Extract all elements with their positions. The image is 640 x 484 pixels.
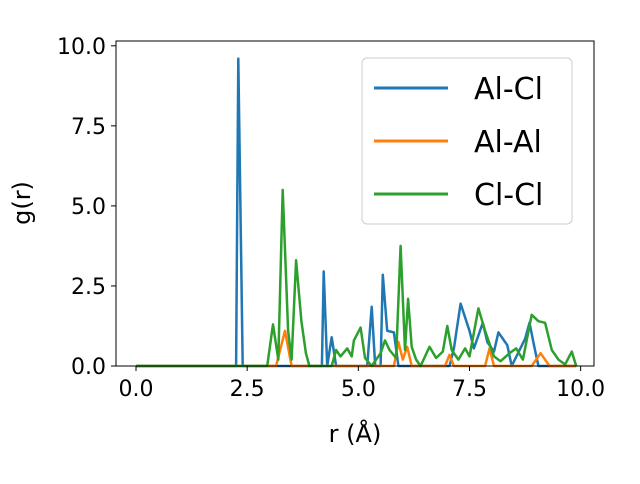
legend-box: [361, 57, 573, 225]
y-tick-label: 0.0: [71, 355, 106, 380]
legend-label-cl-cl: Cl-Cl: [474, 178, 543, 213]
legend-label-al-cl: Al-Cl: [474, 72, 543, 107]
y-axis: 0.0 2.5 5.0 7.5 10.0: [57, 35, 116, 380]
x-axis: 0.0 2.5 5.0 7.5 10.0: [119, 366, 605, 402]
x-axis-label: r (Å): [329, 419, 382, 448]
y-axis-label: g(r): [8, 181, 36, 225]
y-tick-label: 7.5: [71, 115, 106, 140]
x-tick-label: 0.0: [119, 377, 154, 402]
x-tick-label: 7.5: [452, 377, 487, 402]
y-tick-label: 10.0: [57, 35, 106, 60]
y-tick-label: 5.0: [71, 195, 106, 220]
legend-label-al-al: Al-Al: [474, 125, 542, 160]
x-tick-label: 10.0: [556, 377, 605, 402]
x-tick-label: 2.5: [230, 377, 265, 402]
legend: Al-Cl Al-Al Cl-Cl: [361, 57, 573, 225]
y-tick-label: 2.5: [71, 275, 106, 300]
x-tick-label: 5.0: [341, 377, 376, 402]
series-line-cl-cl: [136, 188, 578, 368]
plot-frame: [115, 40, 595, 367]
